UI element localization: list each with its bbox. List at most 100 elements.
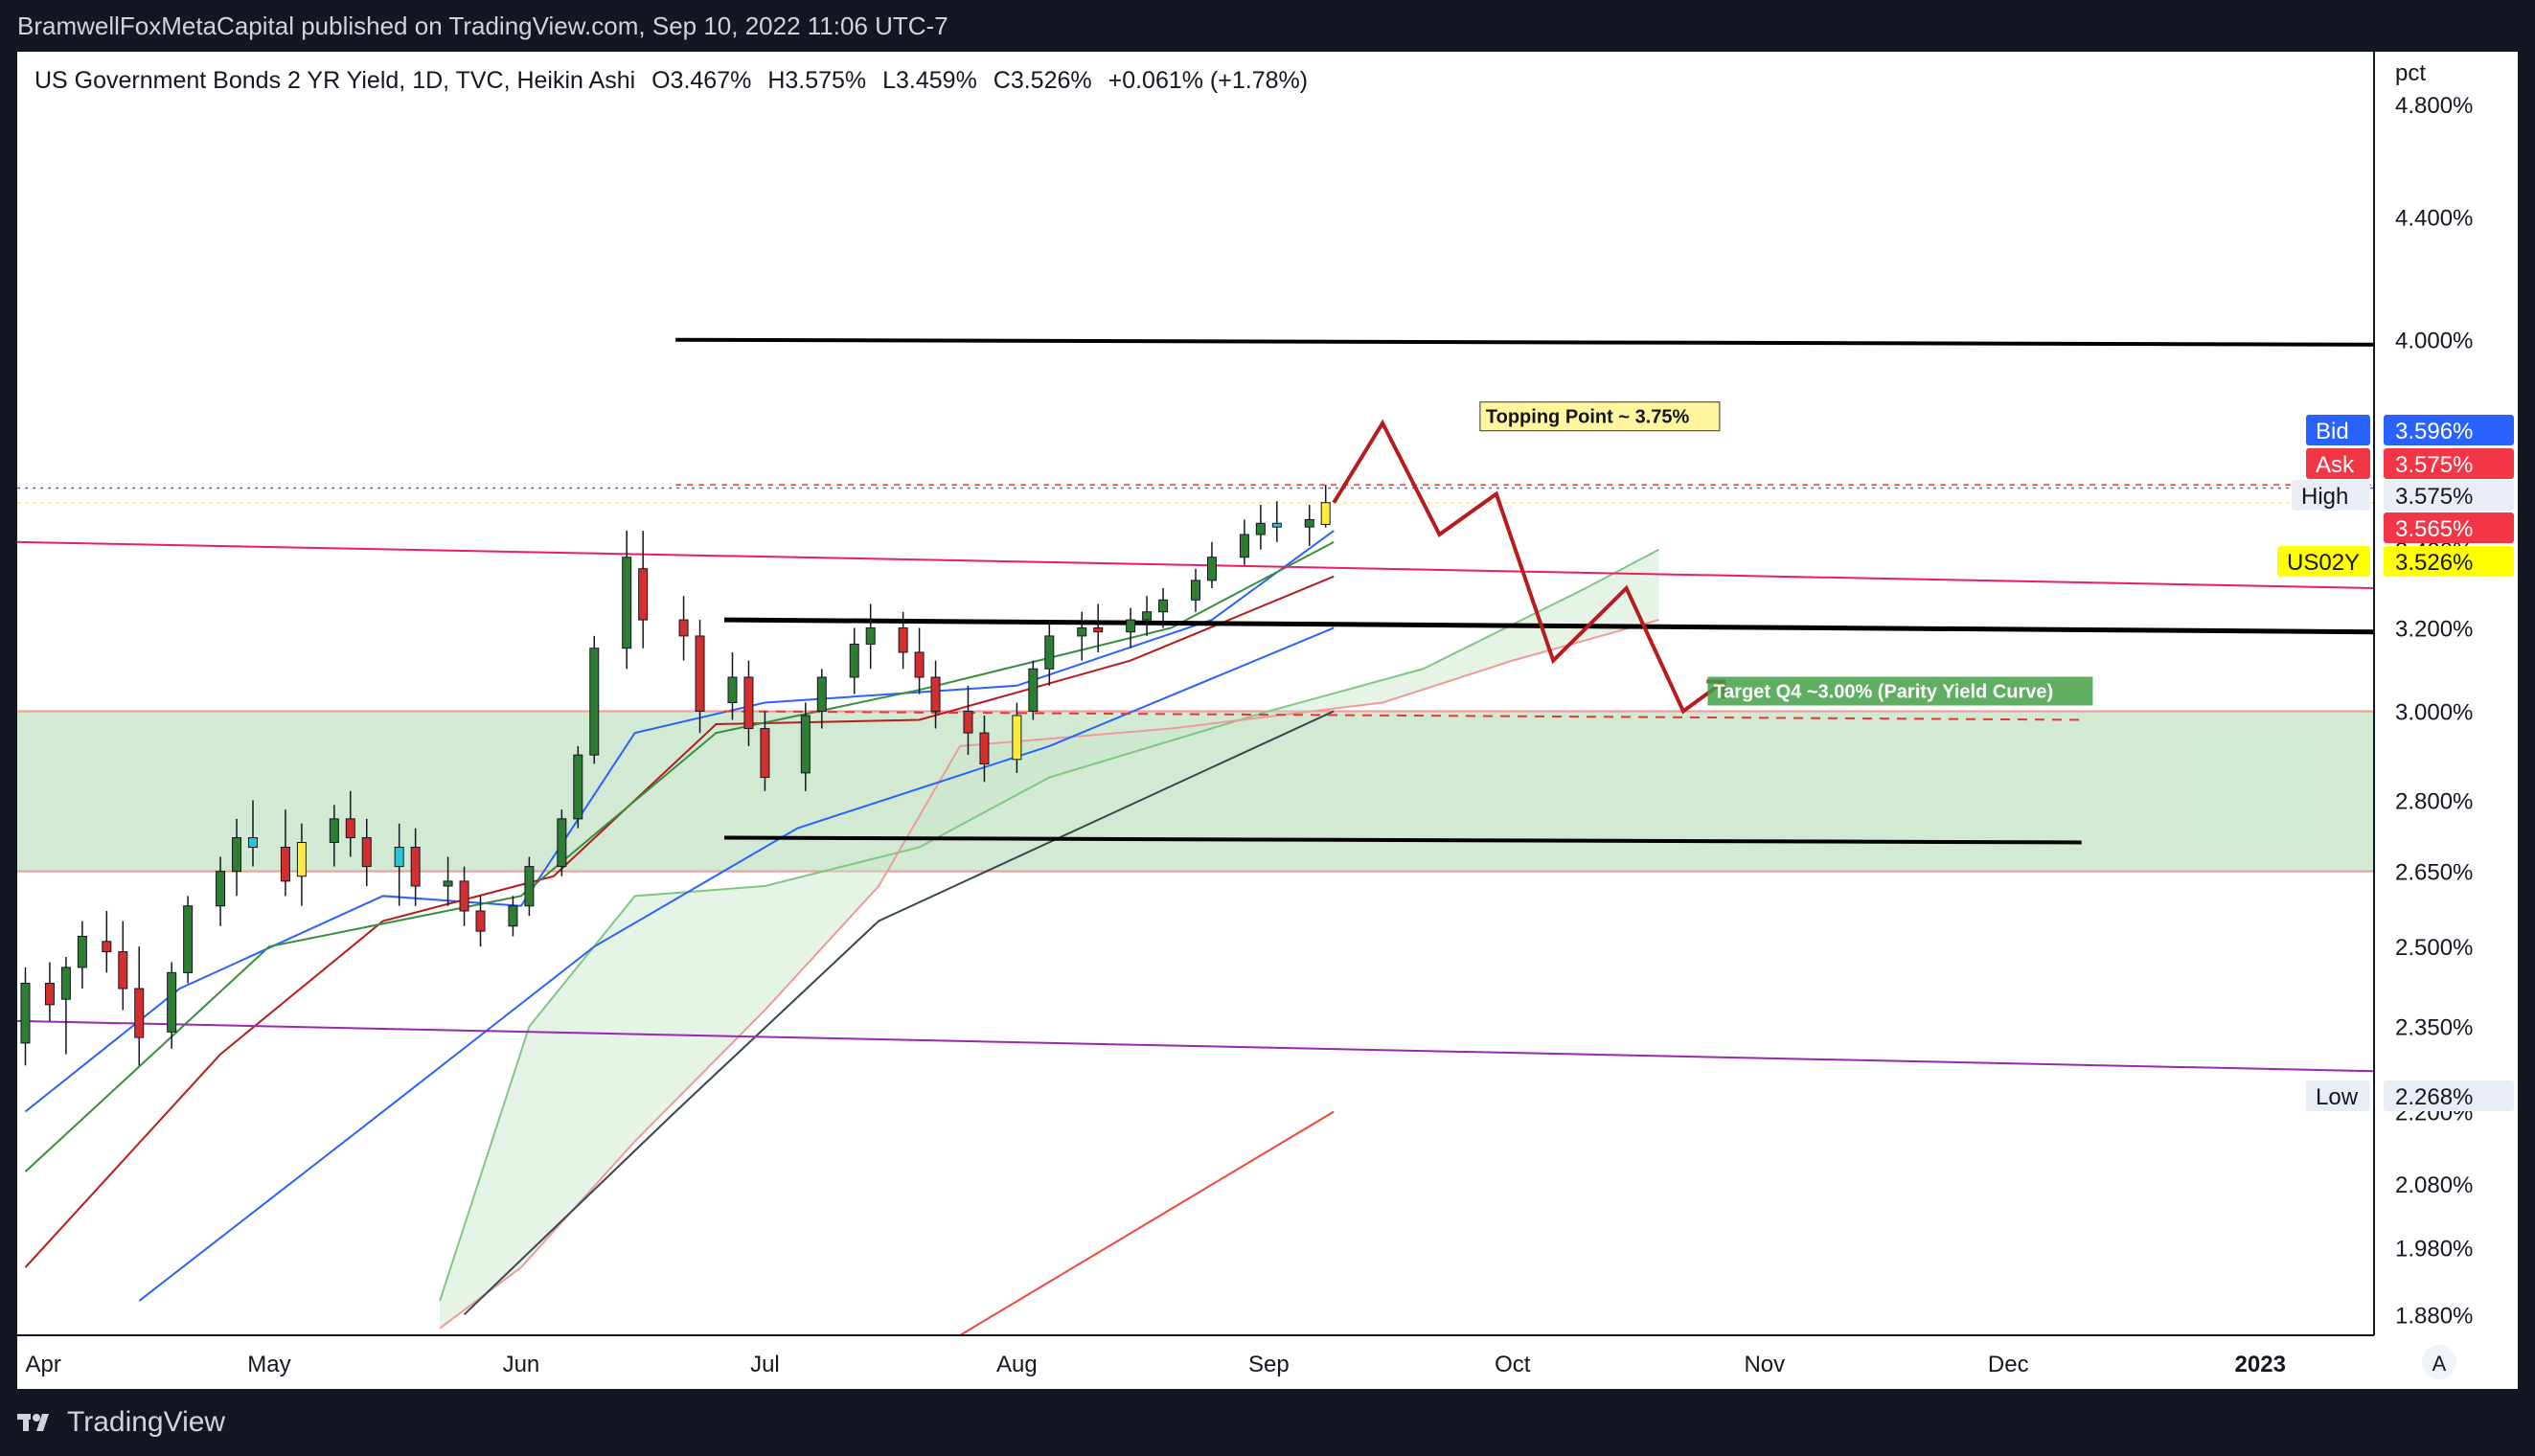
price-tick-label: 4.800% (2395, 93, 2473, 119)
candle-body[interactable] (695, 635, 705, 712)
price-tag-value: 3.596% (2395, 419, 2473, 444)
candle-body[interactable] (361, 837, 372, 868)
tradingview-logo-icon (17, 1414, 49, 1431)
candle-body[interactable] (1126, 619, 1136, 633)
candle-body[interactable] (1044, 635, 1055, 670)
candle-body[interactable] (760, 728, 770, 779)
candle-body[interactable] (1206, 557, 1217, 581)
candle-body[interactable] (1271, 522, 1282, 528)
candle-body[interactable] (1158, 599, 1169, 613)
range-top-line (723, 617, 2375, 635)
candle-body[interactable] (280, 846, 290, 882)
candle-body[interactable] (44, 982, 55, 1006)
price-tag-value-bg (2384, 448, 2514, 479)
candle-body[interactable] (459, 880, 469, 912)
time-tick-label: Apr (25, 1352, 60, 1377)
auto-scale-label: A (2432, 1352, 2447, 1376)
price-tag-value: 2.268% (2395, 1084, 2473, 1110)
candle-body[interactable] (1012, 715, 1022, 761)
price-tag-label: US02Y (2287, 550, 2360, 576)
candle-body[interactable] (589, 648, 600, 756)
time-tick-label: Sep (1248, 1352, 1290, 1377)
candle-body[interactable] (20, 982, 31, 1044)
price-tag-value-bg (2384, 512, 2514, 543)
candle-body[interactable] (524, 866, 535, 907)
candle-body[interactable] (345, 818, 355, 839)
price-tick-label: 3.000% (2395, 699, 2473, 725)
candle-body[interactable] (979, 732, 990, 764)
candle-body[interactable] (800, 715, 811, 774)
candle-body[interactable] (60, 967, 71, 1000)
candle-body[interactable] (232, 837, 242, 873)
candle-body[interactable] (678, 619, 689, 637)
candle-body[interactable] (849, 643, 859, 678)
upper-resistance-line (675, 337, 2375, 347)
candle-body[interactable] (1093, 626, 1104, 633)
candle-body[interactable] (329, 818, 339, 843)
price-tag-label-bg (2292, 480, 2370, 511)
legend-change: +0.061% (+1.78%) (1108, 67, 1309, 94)
candle-body[interactable] (118, 951, 128, 990)
candle-body[interactable] (134, 988, 145, 1038)
price-tag-value: 3.565% (2395, 516, 2473, 542)
price-tick-label: 2.080% (2395, 1172, 2473, 1198)
price-tag-label: Low (2316, 1084, 2359, 1110)
price-tick-label: 2.500% (2395, 935, 2473, 961)
chart-area[interactable]: Topping Point ~ 3.75% Target Q4 ~3.00% (P… (16, 52, 2518, 1389)
time-tick-label: Jul (750, 1352, 780, 1377)
candle-body[interactable] (183, 905, 194, 973)
candle-body[interactable] (102, 941, 112, 953)
candle-body[interactable] (1028, 668, 1039, 712)
candle-body[interactable] (727, 676, 738, 704)
candle-body[interactable] (963, 710, 973, 734)
purple-trendline (16, 1019, 2375, 1073)
time-tick-label: Jun (503, 1352, 540, 1377)
candle-body[interactable] (914, 651, 925, 678)
candle-body[interactable] (1077, 626, 1087, 637)
chart-svg[interactable]: Topping Point ~ 3.75% Target Q4 ~3.00% (P… (16, 52, 2518, 1389)
candle-body[interactable] (1320, 502, 1331, 525)
candle-body[interactable] (1142, 611, 1153, 621)
candle-body[interactable] (1255, 522, 1266, 535)
tradingview-logo[interactable]: TradingView (17, 1406, 225, 1439)
ma-blue-line (24, 530, 1335, 1113)
target-label: Target Q4 ~3.00% (Parity Yield Curve) (1713, 681, 2053, 702)
candle-body[interactable] (622, 557, 632, 649)
candle-body[interactable] (77, 935, 87, 968)
candle-body[interactable] (410, 846, 421, 887)
candle-body[interactable] (573, 754, 583, 820)
candle-body[interactable] (898, 626, 908, 653)
candle-body[interactable] (1304, 518, 1314, 528)
candle-body[interactable] (743, 676, 754, 730)
candle-body[interactable] (930, 676, 941, 712)
candle-body[interactable] (443, 880, 453, 887)
candle-body[interactable] (816, 676, 827, 712)
candle-body[interactable] (475, 910, 486, 932)
candle-body[interactable] (865, 626, 876, 645)
price-tag-label-bg (2277, 546, 2370, 577)
price-tick-label: 4.400% (2395, 205, 2473, 231)
candle-body[interactable] (1239, 534, 1249, 558)
price-tag-value: 3.575% (2395, 452, 2473, 478)
candle-body[interactable] (167, 971, 177, 1033)
price-tick-label: 2.650% (2395, 860, 2473, 886)
candle-body[interactable] (394, 846, 404, 868)
candle-body[interactable] (557, 818, 567, 868)
red-trendline (959, 1110, 1335, 1336)
auto-scale-button[interactable] (2422, 1345, 2456, 1379)
topping-label-box (1479, 401, 1721, 432)
price-tag-value-bg (2384, 480, 2514, 511)
candle-body[interactable] (248, 837, 258, 848)
price-tag-value: 3.526% (2395, 550, 2473, 576)
candle-body[interactable] (296, 841, 307, 877)
pink-trendline (16, 540, 2375, 590)
price-axis[interactable] (2374, 52, 2518, 1389)
candle-body[interactable] (1191, 580, 1200, 601)
candle-body[interactable] (638, 568, 649, 621)
candle-body[interactable] (216, 871, 226, 907)
time-axis[interactable] (17, 1335, 2518, 1389)
support-zone (17, 711, 2374, 872)
candle-body[interactable] (508, 905, 518, 927)
topping-label: Topping Point ~ 3.75% (1486, 407, 1690, 428)
